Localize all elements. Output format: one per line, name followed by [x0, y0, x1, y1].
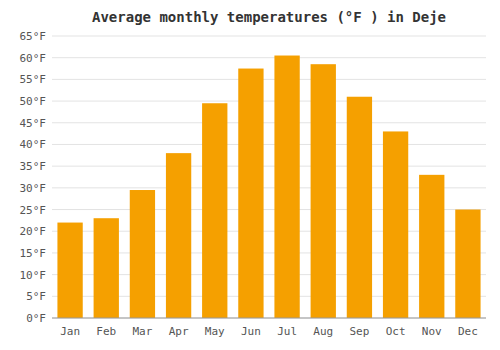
y-tick-label: 10°F	[20, 269, 47, 282]
x-tick-label: Jul	[277, 325, 297, 338]
x-tick-label: Jan	[60, 325, 80, 338]
y-tick-label: 30°F	[20, 182, 47, 195]
grid-line	[52, 318, 486, 319]
x-tick-label: Apr	[169, 325, 189, 338]
x-axis-line	[52, 318, 486, 319]
y-tick-label: 15°F	[20, 247, 47, 260]
x-tick-label: Feb	[96, 325, 116, 338]
bar	[202, 103, 227, 318]
y-tick-label: 60°F	[20, 52, 47, 65]
x-tick-label: Mar	[132, 325, 152, 338]
bar	[455, 210, 480, 318]
bar	[130, 190, 155, 318]
bar	[238, 69, 263, 318]
y-tick-label: 5°F	[26, 290, 46, 303]
y-tick-label: 25°F	[20, 204, 47, 217]
y-tick-label: 55°F	[20, 73, 47, 86]
bar	[347, 97, 372, 318]
y-tick-label: 65°F	[20, 30, 47, 43]
grid-line	[52, 166, 486, 167]
bar	[383, 131, 408, 318]
y-tick-label: 0°F	[26, 312, 46, 325]
y-tick-label: 35°F	[20, 160, 47, 173]
bar	[419, 175, 444, 318]
grid-line	[52, 57, 486, 58]
grid	[52, 36, 486, 318]
bar	[57, 223, 82, 318]
chart-svg: Average monthly temperatures (°F ) in De…	[0, 0, 500, 350]
x-tick-label: Oct	[386, 325, 406, 338]
bar	[311, 64, 336, 318]
grid-line	[52, 144, 486, 145]
bars	[57, 56, 480, 318]
x-tick-label: Jun	[241, 325, 261, 338]
bar	[94, 218, 119, 318]
bar	[274, 56, 299, 318]
grid-line	[52, 79, 486, 80]
x-tick-label: Aug	[313, 325, 333, 338]
x-tick-label: Sep	[349, 325, 369, 338]
grid-line	[52, 101, 486, 102]
grid-line	[52, 36, 486, 37]
y-tick-label: 50°F	[20, 95, 47, 108]
bar	[166, 153, 191, 318]
x-tick-label: Dec	[458, 325, 478, 338]
y-tick-label: 40°F	[20, 138, 47, 151]
x-tick-label: Nov	[422, 325, 442, 338]
y-tick-label: 20°F	[20, 225, 47, 238]
grid-line	[52, 122, 486, 123]
chart-title: Average monthly temperatures (°F ) in De…	[92, 9, 446, 25]
x-tick-label: May	[205, 325, 225, 338]
y-tick-label: 45°F	[20, 117, 47, 130]
chart-container: Average monthly temperatures (°F ) in De…	[0, 0, 500, 350]
